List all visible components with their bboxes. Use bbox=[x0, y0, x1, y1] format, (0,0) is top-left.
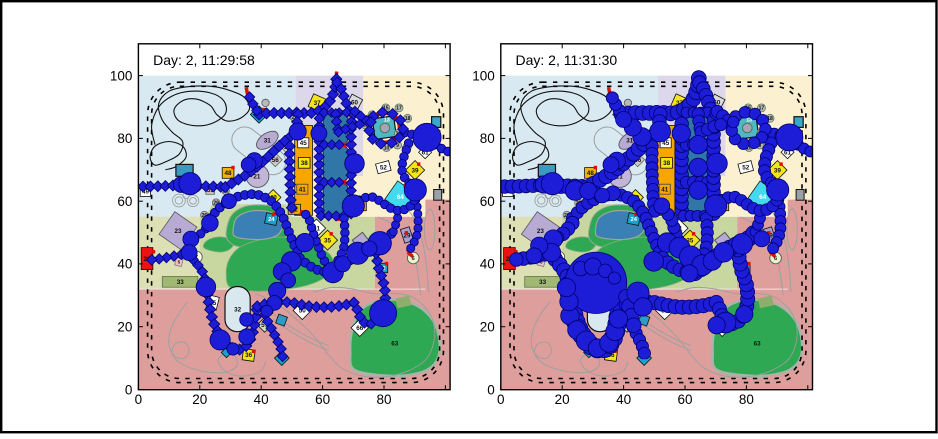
svg-text:63: 63 bbox=[754, 341, 762, 348]
svg-text:10: 10 bbox=[384, 145, 390, 151]
svg-text:31: 31 bbox=[626, 138, 634, 145]
svg-text:0: 0 bbox=[497, 392, 505, 407]
svg-text:36: 36 bbox=[607, 352, 615, 359]
svg-text:29: 29 bbox=[213, 201, 219, 207]
svg-text:66: 66 bbox=[356, 325, 364, 332]
svg-text:32: 32 bbox=[234, 306, 242, 313]
svg-text:18: 18 bbox=[405, 116, 411, 122]
svg-text:13: 13 bbox=[746, 118, 752, 124]
svg-text:48: 48 bbox=[587, 170, 595, 177]
svg-text:20: 20 bbox=[117, 320, 132, 335]
svg-text:38: 38 bbox=[663, 160, 671, 167]
svg-text:10: 10 bbox=[746, 145, 752, 151]
svg-text:20: 20 bbox=[192, 392, 207, 407]
svg-text:57: 57 bbox=[261, 322, 269, 329]
svg-text:41: 41 bbox=[661, 187, 669, 194]
svg-text:49: 49 bbox=[142, 188, 150, 195]
svg-text:80: 80 bbox=[376, 392, 391, 407]
svg-text:48: 48 bbox=[224, 170, 232, 177]
svg-text:9: 9 bbox=[759, 143, 762, 149]
svg-text:0: 0 bbox=[487, 382, 495, 397]
svg-text:0: 0 bbox=[125, 382, 133, 397]
svg-text:51: 51 bbox=[313, 225, 321, 232]
svg-text:50: 50 bbox=[299, 308, 307, 315]
svg-text:37: 37 bbox=[314, 100, 322, 107]
svg-text:31: 31 bbox=[264, 138, 272, 145]
svg-text:80: 80 bbox=[117, 131, 132, 146]
svg-text:29: 29 bbox=[403, 232, 411, 239]
svg-text:52: 52 bbox=[742, 165, 750, 172]
svg-text:60: 60 bbox=[117, 194, 132, 209]
svg-text:21: 21 bbox=[616, 173, 624, 180]
svg-text:33: 33 bbox=[177, 279, 185, 286]
svg-text:24: 24 bbox=[268, 217, 275, 223]
svg-text:17: 17 bbox=[759, 106, 765, 112]
svg-text:41: 41 bbox=[299, 187, 307, 194]
svg-text:35: 35 bbox=[686, 237, 694, 244]
svg-text:61: 61 bbox=[784, 150, 792, 157]
svg-text:60: 60 bbox=[713, 100, 721, 107]
svg-text:56: 56 bbox=[634, 157, 642, 164]
svg-text:13: 13 bbox=[384, 118, 390, 124]
svg-text:6: 6 bbox=[774, 256, 777, 262]
svg-text:60: 60 bbox=[677, 392, 692, 407]
svg-text:45: 45 bbox=[300, 140, 308, 147]
svg-text:63: 63 bbox=[391, 341, 399, 348]
svg-text:52: 52 bbox=[380, 165, 388, 172]
svg-text:35: 35 bbox=[324, 237, 332, 244]
svg-text:23: 23 bbox=[174, 228, 182, 235]
svg-text:80: 80 bbox=[739, 392, 754, 407]
svg-text:100: 100 bbox=[110, 68, 133, 83]
svg-text:36: 36 bbox=[245, 352, 253, 359]
svg-text:59: 59 bbox=[207, 187, 215, 194]
svg-text:20: 20 bbox=[480, 320, 495, 335]
svg-text:0: 0 bbox=[135, 392, 143, 407]
svg-text:5: 5 bbox=[540, 260, 543, 265]
svg-text:40: 40 bbox=[480, 257, 495, 272]
svg-text:21: 21 bbox=[253, 173, 261, 180]
svg-text:15: 15 bbox=[383, 106, 389, 112]
svg-text:33: 33 bbox=[539, 279, 547, 286]
svg-text:26: 26 bbox=[202, 213, 208, 219]
svg-text:61: 61 bbox=[422, 150, 430, 157]
svg-text:64: 64 bbox=[759, 194, 767, 201]
svg-text:18: 18 bbox=[767, 116, 773, 122]
svg-text:9: 9 bbox=[396, 143, 399, 149]
svg-text:60: 60 bbox=[480, 194, 495, 209]
svg-text:40: 40 bbox=[616, 392, 631, 407]
svg-text:39: 39 bbox=[411, 167, 419, 174]
svg-text:12: 12 bbox=[363, 123, 369, 129]
svg-text:23: 23 bbox=[537, 228, 545, 235]
svg-text:38: 38 bbox=[301, 160, 309, 167]
svg-text:24: 24 bbox=[630, 217, 637, 223]
svg-text:40: 40 bbox=[254, 392, 269, 407]
svg-text:80: 80 bbox=[480, 131, 495, 146]
svg-text:5: 5 bbox=[178, 260, 181, 265]
svg-text:Day: 2, 11:29:58: Day: 2, 11:29:58 bbox=[153, 52, 255, 68]
svg-text:27: 27 bbox=[292, 115, 298, 121]
svg-text:39: 39 bbox=[774, 167, 782, 174]
svg-text:56: 56 bbox=[272, 157, 280, 164]
svg-text:60: 60 bbox=[315, 392, 330, 407]
svg-text:20: 20 bbox=[555, 392, 570, 407]
svg-text:17: 17 bbox=[396, 106, 402, 112]
svg-text:60: 60 bbox=[351, 100, 359, 107]
svg-text:40: 40 bbox=[117, 257, 132, 272]
svg-text:6: 6 bbox=[412, 256, 415, 262]
svg-text:64: 64 bbox=[397, 194, 405, 201]
svg-text:100: 100 bbox=[472, 68, 495, 83]
svg-text:45: 45 bbox=[662, 140, 670, 147]
svg-text:Day: 2, 11:31:30: Day: 2, 11:31:30 bbox=[516, 52, 618, 68]
